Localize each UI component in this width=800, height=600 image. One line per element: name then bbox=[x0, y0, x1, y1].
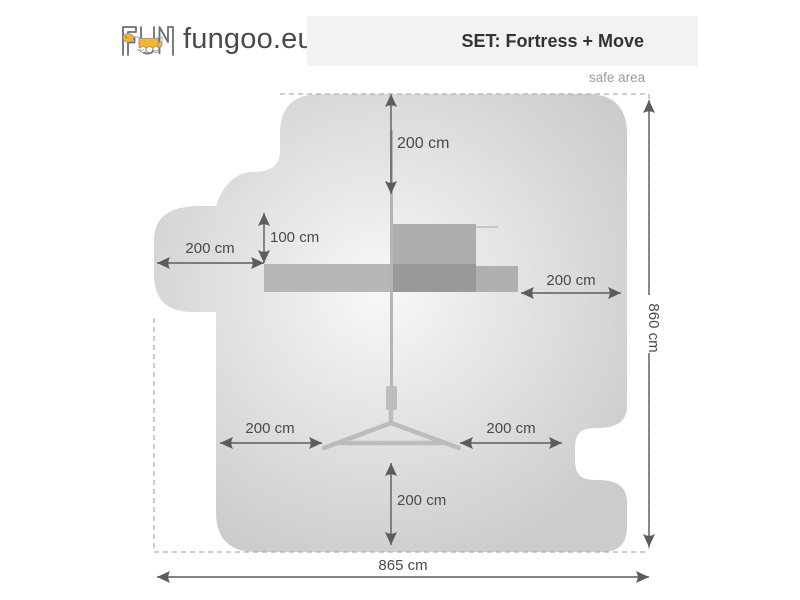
svg-text:200 cm: 200 cm bbox=[397, 492, 446, 509]
svg-text:860 cm: 860 cm bbox=[645, 303, 662, 352]
svg-text:100 cm: 100 cm bbox=[270, 229, 319, 246]
svg-text:865 cm: 865 cm bbox=[378, 557, 427, 574]
svg-text:200 cm: 200 cm bbox=[245, 420, 294, 437]
svg-text:200 cm: 200 cm bbox=[185, 240, 234, 257]
svg-text:safe area: safe area bbox=[589, 70, 646, 85]
svg-text:200 cm: 200 cm bbox=[546, 272, 595, 289]
svg-text:200 cm: 200 cm bbox=[486, 420, 535, 437]
svg-text:200 cm: 200 cm bbox=[397, 135, 449, 152]
